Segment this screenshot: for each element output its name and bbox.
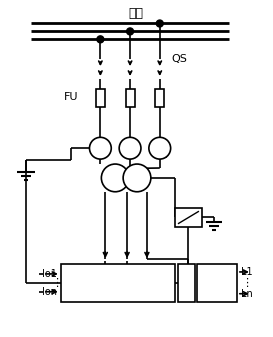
Text: WJCK: WJCK <box>99 276 136 289</box>
Bar <box>155 89 164 106</box>
Circle shape <box>149 137 171 159</box>
Bar <box>175 208 202 227</box>
Text: ⋮: ⋮ <box>182 278 191 288</box>
Circle shape <box>156 20 163 27</box>
Text: K1: K1 <box>181 267 192 275</box>
Bar <box>96 89 105 106</box>
Bar <box>177 264 195 302</box>
Circle shape <box>101 164 129 192</box>
Circle shape <box>119 137 141 159</box>
Text: Ln: Ln <box>241 289 253 299</box>
Bar <box>126 89 135 106</box>
Text: L1: L1 <box>241 267 253 277</box>
Text: FU: FU <box>64 92 79 102</box>
Bar <box>61 264 175 302</box>
Text: Ion: Ion <box>42 287 57 297</box>
Text: ⋮: ⋮ <box>51 278 63 288</box>
Text: Io1: Io1 <box>42 269 57 279</box>
Text: 母线: 母线 <box>129 7 144 20</box>
Circle shape <box>90 137 111 159</box>
Circle shape <box>97 36 104 43</box>
Text: Kn: Kn <box>181 290 192 299</box>
Bar <box>197 264 237 302</box>
Text: TZX: TZX <box>205 278 229 288</box>
Circle shape <box>123 164 151 192</box>
Text: ⋮: ⋮ <box>241 278 253 288</box>
Circle shape <box>127 28 133 35</box>
Text: XJ: XJ <box>189 212 198 221</box>
Text: QS: QS <box>172 54 188 64</box>
Text: PT: PT <box>157 150 170 160</box>
